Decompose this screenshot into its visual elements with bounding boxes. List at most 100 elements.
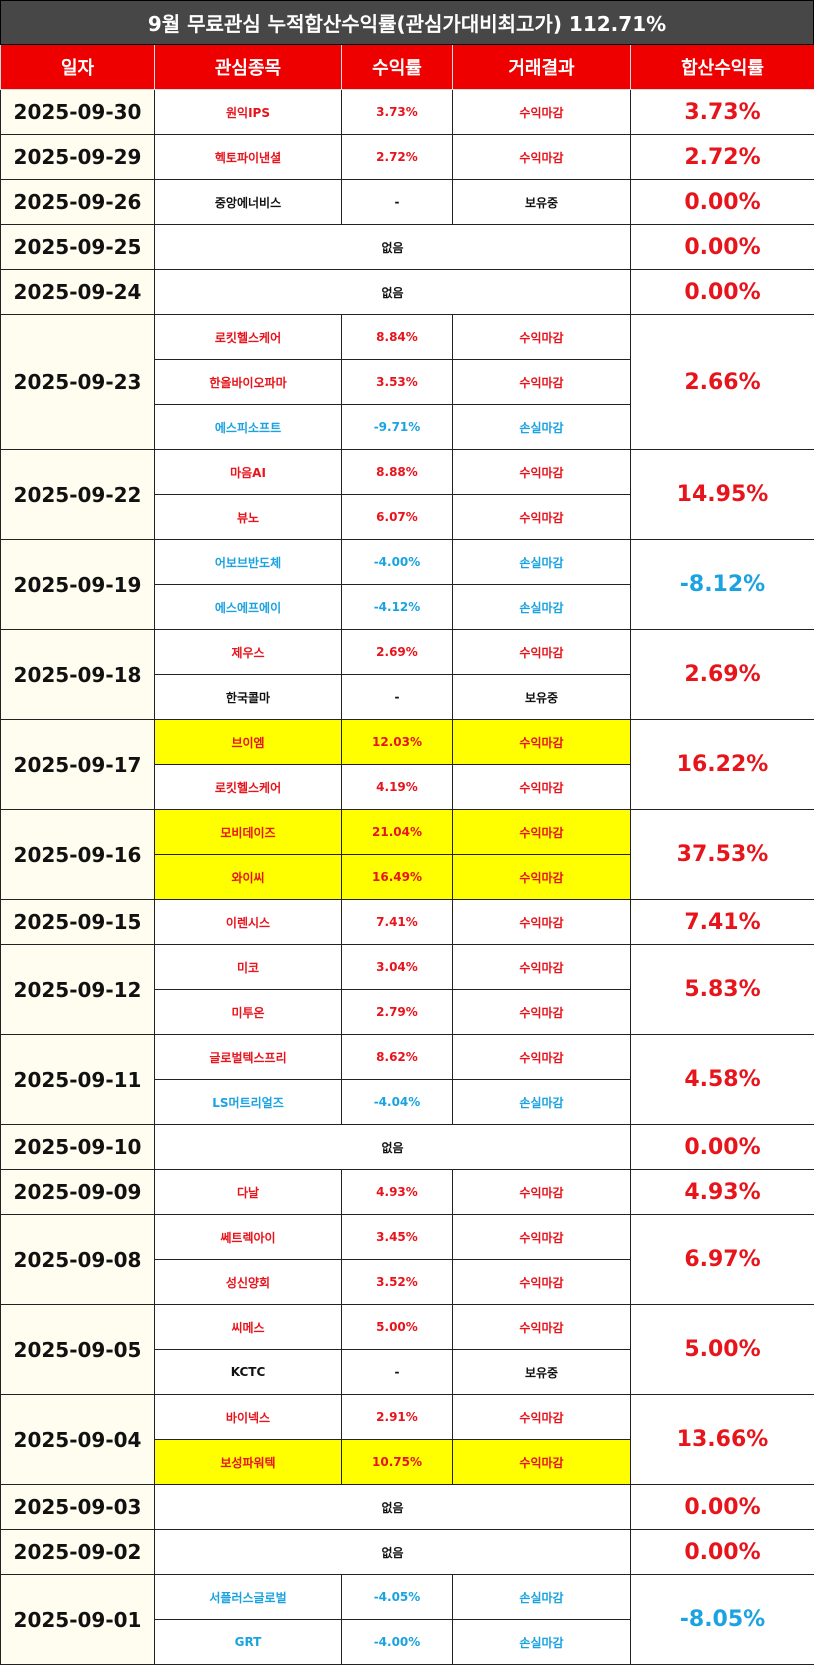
return-cell: 5.00% [341,1304,453,1350]
date-cell: 2025-09-23 [0,314,155,450]
note-cell: 없음 [154,269,631,315]
return-cell: 8.88% [341,449,453,495]
stock-cell: 한올바이오파마 [154,359,342,405]
date-cell: 2025-09-17 [0,719,155,810]
return-cell: 3.53% [341,359,453,405]
header-cell: 수익률 [341,45,453,90]
date-cell: 2025-09-30 [0,89,155,135]
note-cell: 없음 [154,1529,631,1575]
date-cell: 2025-09-22 [0,449,155,540]
result-cell: 수익마감 [452,359,631,405]
result-cell: 손실마감 [452,539,631,585]
return-cell: 2.79% [341,989,453,1035]
row: 2025-09-25 없음 0.00% [0,224,814,270]
result-cell: 수익마감 [452,989,631,1035]
return-cell: 8.84% [341,314,453,360]
row: 2025-09-10 없음 0.00% [0,1124,814,1170]
stock-cell: 바이넥스 [154,1394,342,1440]
stock-cell: 한국콜마 [154,674,342,720]
stock-cell: 에스에프에이 [154,584,342,630]
stock-cell: 헥토파이낸셜 [154,134,342,180]
row: 2025-09-12 미코 3.04% 수익마감 5.83% [0,944,814,1035]
return-cell: 4.93% [341,1169,453,1215]
title: 9월 무료관심 누적합산수익률(관심가대비최고가) 112.71% [0,0,814,45]
row: 뷰노 6.07% 수익마감 [1,494,814,540]
return-cell: 6.07% [341,494,453,540]
row: 한올바이오파마 3.53% 수익마감 [1,359,814,405]
stock-cell: 에스피소프트 [154,404,342,450]
row: KCTC - 보유중 [1,1349,814,1395]
stock-cell: 마음AI [154,449,342,495]
return-cell: 7.41% [341,899,453,945]
date-cell: 2025-09-01 [0,1574,155,1665]
row: 미투온 2.79% 수익마감 [1,989,814,1035]
stock-cell: KCTC [154,1349,342,1395]
row: 2025-09-23 로킷헬스케어 8.84% 수익마감 2.66% [0,314,814,450]
total-cell: 13.66% [630,1394,814,1485]
return-cell: 3.73% [341,89,453,135]
row: 2025-09-16 모비데이즈 21.04% 수익마감 37.53% [0,809,814,900]
date-cell: 2025-09-04 [0,1394,155,1485]
row: 2025-09-03 없음 0.00% [0,1484,814,1530]
result-cell: 수익마감 [452,899,631,945]
result-cell: 수익마감 [452,1169,631,1215]
total-cell: 0.00% [630,269,814,315]
stock-cell: 쎄트렉아이 [154,1214,342,1260]
result-cell: 수익마감 [452,1304,631,1350]
total-cell: 4.58% [630,1034,814,1125]
date-cell: 2025-09-12 [0,944,155,1035]
stock-cell: 보성파워텍 [154,1439,342,1485]
row: 2025-09-08 쎄트렉아이 3.45% 수익마감 6.97% [0,1214,814,1305]
result-cell: 보유중 [452,179,631,225]
result-cell: 수익마감 [452,134,631,180]
return-cell: - [341,1349,453,1395]
total-cell: 37.53% [630,809,814,900]
row: 2025-09-24 없음 0.00% [0,269,814,315]
result-cell: 수익마감 [452,1034,631,1080]
result-cell: 수익마감 [452,629,631,675]
total-cell: 0.00% [630,1484,814,1530]
stock-cell: 이렌시스 [154,899,342,945]
header-row: 일자 관심종목 수익률 거래결과 합산수익률 [0,45,814,90]
return-cell: 21.04% [341,809,453,855]
total-cell: 5.83% [630,944,814,1035]
total-cell: 7.41% [630,899,814,945]
return-cell: 12.03% [341,719,453,765]
row: 2025-09-04 바이넥스 2.91% 수익마감 13.66% [0,1394,814,1485]
result-cell: 수익마감 [452,1214,631,1260]
result-cell: 보유중 [452,1349,631,1395]
row: LS머트리얼즈 -4.04% 손실마감 [1,1079,814,1125]
row: 2025-09-19 어보브반도체 -4.00% 손실마감 -8.12% [0,539,814,630]
date-cell: 2025-09-29 [0,134,155,180]
table-body: 2025-09-30 원익IPS 3.73% 수익마감 3.73% 2025-09-29 헥… [0,89,814,1665]
return-cell: 3.52% [341,1259,453,1305]
result-cell: 수익마감 [452,1259,631,1305]
date-cell: 2025-09-19 [0,539,155,630]
note-cell: 없음 [154,1484,631,1530]
header-cell: 거래결과 [452,45,631,90]
return-cell: 8.62% [341,1034,453,1080]
stock-cell: 브이엠 [154,719,342,765]
result-cell: 수익마감 [452,1439,631,1485]
total-cell: 0.00% [630,1529,814,1575]
header-cell: 합산수익률 [630,45,814,90]
return-cell: 16.49% [341,854,453,900]
total-cell: 3.73% [630,89,814,135]
total-cell: 0.00% [630,1124,814,1170]
result-cell: 수익마감 [452,1394,631,1440]
row: 2025-09-05 씨메스 5.00% 수익마감 5.00% [0,1304,814,1395]
note-cell: 없음 [154,1124,631,1170]
returns-table: 일자 관심종목 수익률 거래결과 합산수익률 2025-09-30 원익IPS 3.73% 수… [0,45,814,1665]
date-cell: 2025-09-25 [0,224,155,270]
row: 에스에프에이 -4.12% 손실마감 [1,584,814,630]
return-cell: 2.72% [341,134,453,180]
return-cell: - [341,674,453,720]
return-cell: 4.19% [341,764,453,810]
result-cell: 보유중 [452,674,631,720]
return-cell: -4.04% [341,1079,453,1125]
return-cell: -4.00% [341,1619,453,1665]
stock-cell: 서플러스글로벌 [154,1574,342,1620]
result-cell: 손실마감 [452,584,631,630]
row: 로킷헬스케어 4.19% 수익마감 [1,764,814,810]
row: 2025-09-30 원익IPS 3.73% 수익마감 3.73% [0,89,814,135]
